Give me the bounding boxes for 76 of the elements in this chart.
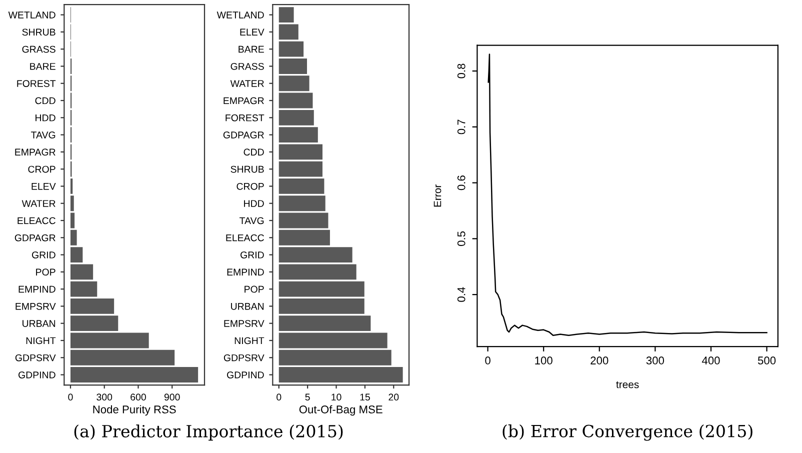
y-tick-label: SHRUB: [230, 166, 264, 173]
text: (b) Error Convergence (2015): [502, 424, 752, 441]
x-tick-label: 0: [68, 394, 73, 401]
y-tick-label: GDPAGR: [14, 234, 56, 242]
y-tick-label: TAVG: [240, 217, 264, 224]
y-tick-label: GRID: [240, 252, 264, 258]
y-tick-label: ELEV: [240, 28, 264, 36]
y-tick-label: HDD: [244, 200, 264, 207]
y-tick-label: CROP: [28, 166, 56, 173]
bar: [278, 332, 388, 348]
y-tick-label: FOREST: [226, 114, 264, 122]
y-tick-label: EMPSRV: [224, 320, 264, 327]
y-tick-label: GDPIND: [18, 372, 56, 378]
bar: [278, 212, 328, 228]
y-tick-label: SHRUB: [22, 28, 56, 36]
bar: [70, 332, 149, 348]
y-tick-label: GRID: [32, 252, 56, 258]
y-tick-label: CROP: [236, 182, 264, 190]
x-tick-label: 300: [646, 356, 664, 364]
x-tick-label: 600: [130, 394, 146, 401]
x-tick-label: 15: [360, 394, 370, 401]
y-tick-label: BARE: [238, 46, 264, 53]
y-tick-label: CDD: [35, 97, 56, 104]
x-tick-label: 20: [388, 394, 399, 401]
line-series: [488, 54, 768, 336]
y-tick-label: POP: [36, 268, 56, 276]
x-axis-title: trees: [616, 381, 639, 388]
y-tick-label: 0.8: [457, 64, 466, 78]
y-tick-label: CDD: [244, 148, 264, 156]
y-tick-label: EMPAGR: [224, 97, 264, 104]
y-tick-label: EMPSRV: [16, 302, 56, 310]
y-tick-label: GRASS: [230, 62, 264, 70]
bar: [70, 212, 75, 228]
y-tick-label: 0.6: [457, 176, 466, 190]
x-tick-label: 100: [535, 356, 552, 364]
x-axis-title: Node Purity RSS: [93, 405, 176, 416]
y-tick-label: POP: [244, 286, 264, 293]
x-tick-label: 200: [590, 356, 608, 364]
y-tick-label: TAVG: [31, 132, 56, 138]
y-tick-label: EMPIND: [227, 268, 264, 276]
y-tick-label: ELEACC: [226, 234, 264, 242]
y-tick-label: WATER: [230, 80, 264, 87]
y-tick-label: EMPAGR: [15, 148, 56, 156]
y-tick-label: GDPAGR: [223, 132, 264, 138]
y-tick-label: GDPIND: [227, 372, 264, 378]
y-tick-label: 0.5: [457, 231, 466, 246]
x-tick-label: 400: [702, 356, 720, 364]
y-tick-label: HDD: [36, 114, 56, 122]
y-tick-label: 0.4: [457, 287, 466, 302]
x-tick-label: 0: [276, 394, 282, 401]
x-tick-label: 900: [164, 394, 180, 401]
y-tick-label: WATER: [22, 200, 56, 207]
y-tick-label: GDPSRV: [15, 354, 56, 362]
y-tick-label: ELEV: [32, 183, 56, 190]
y-tick-label: URBAN: [22, 320, 56, 327]
y-tick-label: WETLAND: [216, 12, 264, 18]
x-tick-label: 0: [485, 356, 490, 364]
y-tick-label: GDPSRV: [224, 354, 264, 362]
x-tick-label: 500: [758, 356, 776, 364]
bar: [278, 92, 313, 108]
x-tick-label: 10: [332, 394, 342, 401]
x-tick-label: 300: [96, 394, 112, 401]
y-tick-label: 0.7: [457, 120, 466, 134]
x-tick-label: 5: [305, 394, 310, 401]
y-tick-label: ELEACC: [18, 217, 56, 224]
y-tick-label: NIGHT: [234, 337, 264, 344]
x-axis-title: Out-Of-Bag MSE: [299, 405, 382, 416]
y-tick-label: GRASS: [22, 46, 56, 53]
y-tick-label: NIGHT: [26, 337, 56, 344]
y-tick-label: EMPIND: [18, 286, 56, 293]
y-tick-label: URBAN: [231, 303, 264, 310]
y-tick-label: WETLAND: [8, 12, 56, 18]
text: (a) Predictor Importance (2015): [74, 424, 343, 441]
y-tick-label: FOREST: [17, 80, 56, 87]
y-axis-title: Error: [434, 184, 442, 207]
y-tick-label: BARE: [30, 63, 56, 70]
